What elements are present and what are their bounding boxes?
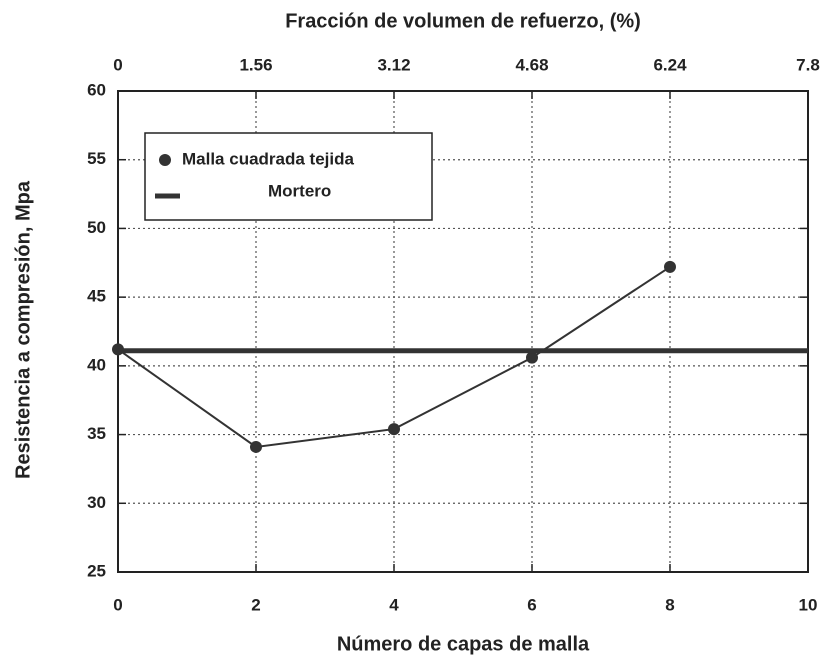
y-tick-label: 35 [87, 424, 106, 443]
data-point [388, 423, 400, 436]
data-point [664, 260, 676, 273]
x2-tick-label: 0 [113, 55, 122, 74]
y-tick-label: 50 [87, 218, 106, 237]
data-point [526, 351, 538, 364]
y-tick-label: 25 [87, 561, 106, 580]
x-tick-label: 8 [665, 595, 674, 614]
chart-title: Fracción de volumen de refuerzo, (%) [285, 10, 641, 32]
x-tick-label: 2 [251, 595, 260, 614]
x-tick-label: 6 [527, 595, 536, 614]
x2-tick-label: 7.8 [796, 55, 820, 74]
y-tick-label: 60 [87, 80, 106, 99]
y-tick-label: 45 [87, 287, 106, 306]
x2-tick-label: 6.24 [653, 55, 687, 74]
y-tick-label: 30 [87, 493, 106, 512]
data-point [250, 440, 262, 453]
y-axis-label: Resistencia a compresión, Mpa [12, 180, 34, 479]
legend-marker [159, 154, 171, 166]
plot-frame [117, 90, 809, 573]
legend-box [144, 132, 433, 221]
legend-label: Mortero [268, 181, 331, 200]
x2-tick-label: 4.68 [515, 55, 548, 74]
x-axis-label: Número de capas de malla [337, 633, 590, 655]
x-tick-label: 0 [113, 595, 122, 614]
y-tick-label: 55 [87, 149, 106, 168]
x-tick-label: 10 [799, 595, 818, 614]
x2-tick-label: 1.56 [239, 55, 272, 74]
x2-tick-label: 3.12 [377, 55, 410, 74]
y-tick-label: 40 [87, 355, 106, 374]
legend-label: Malla cuadrada tejida [182, 149, 354, 168]
x-tick-label: 4 [389, 595, 399, 614]
